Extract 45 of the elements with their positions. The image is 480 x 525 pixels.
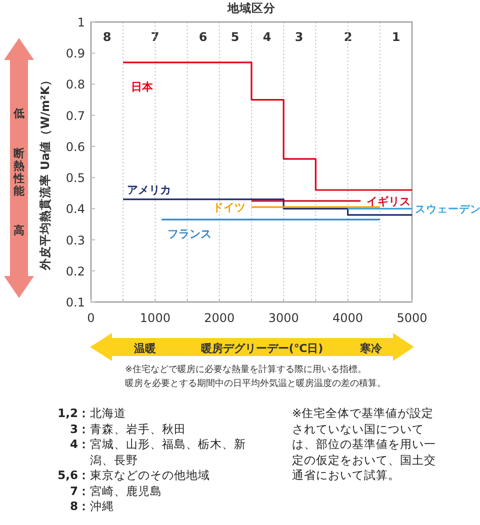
series-label: スウェーデン bbox=[415, 204, 480, 216]
series-label: 日本 bbox=[131, 80, 154, 94]
y-tick-label: 0.2 bbox=[66, 264, 85, 278]
text: ※住宅などで暖房に必要な熱量を計算する際に用いる指標。 bbox=[125, 364, 367, 375]
annotation: 3 bbox=[294, 30, 304, 44]
text: ※住宅全体で基準値が設定されていない国については、部位の基準値を用い一定の仮定をおいて、国土交通省において試算。 bbox=[292, 406, 437, 484]
series-label: フランス bbox=[168, 228, 212, 241]
text: 寒冷 bbox=[359, 342, 383, 355]
annotation: 8 bbox=[102, 30, 112, 44]
x-tick-label: 0 bbox=[87, 311, 95, 325]
text: 7：宮崎、鹿児島 bbox=[68, 484, 163, 499]
x-tick-label: 4000 bbox=[332, 311, 364, 325]
text: 3：青森、岩手、秋田 bbox=[68, 422, 187, 437]
text: 暖房を必要とする期間中の日平均外気温と暖房温度の差の積算。 bbox=[125, 378, 386, 389]
x-tick-label: 1000 bbox=[140, 311, 170, 325]
text: 高 bbox=[14, 224, 24, 237]
y-tick-label: 0.9 bbox=[66, 46, 85, 61]
text: 1,2：北海道 bbox=[56, 406, 127, 422]
x-tick-label: 2000 bbox=[204, 311, 235, 325]
y-tick-label: 0.8 bbox=[66, 78, 85, 92]
series-label: ドイツ bbox=[212, 201, 246, 214]
y-tick-label: 1 bbox=[77, 16, 85, 30]
x-tick-label: 3000 bbox=[268, 311, 299, 325]
text: 4：宮城、山形、福島、栃木、新潟、長野 bbox=[68, 437, 247, 468]
text: 5,6：東京などのその他地域 bbox=[56, 468, 211, 484]
text: 断熱性能 bbox=[12, 147, 26, 198]
y-axis-title: 外皮平均熱貫流率 Ua値（W/m²K） bbox=[38, 74, 52, 271]
y-tick-label: 0.7 bbox=[66, 108, 85, 123]
x-tick-label: 5000 bbox=[396, 311, 428, 325]
y-tick-label: 0.1 bbox=[66, 296, 85, 310]
y-tick-label: 0.5 bbox=[66, 171, 85, 186]
annotation: 6 bbox=[198, 30, 208, 44]
text: 温暖 bbox=[133, 342, 156, 355]
y-tick-label: 0.6 bbox=[66, 140, 85, 154]
series-label: イギリス bbox=[366, 194, 411, 208]
x-axis-title: 暖房デグリーデー(℃日) bbox=[200, 342, 324, 355]
series-label: アメリカ bbox=[127, 183, 172, 196]
annotation: 1 bbox=[392, 30, 400, 44]
text: 低 bbox=[12, 107, 24, 120]
y-tick-label: 0.4 bbox=[66, 202, 85, 216]
y-tick-label: 0.3 bbox=[66, 233, 85, 248]
text: 8：沖縄 bbox=[68, 499, 115, 514]
annotation: 4 bbox=[262, 30, 272, 44]
annotation: 5 bbox=[230, 30, 240, 44]
x2-axis-title: 地域区分 bbox=[226, 1, 276, 15]
